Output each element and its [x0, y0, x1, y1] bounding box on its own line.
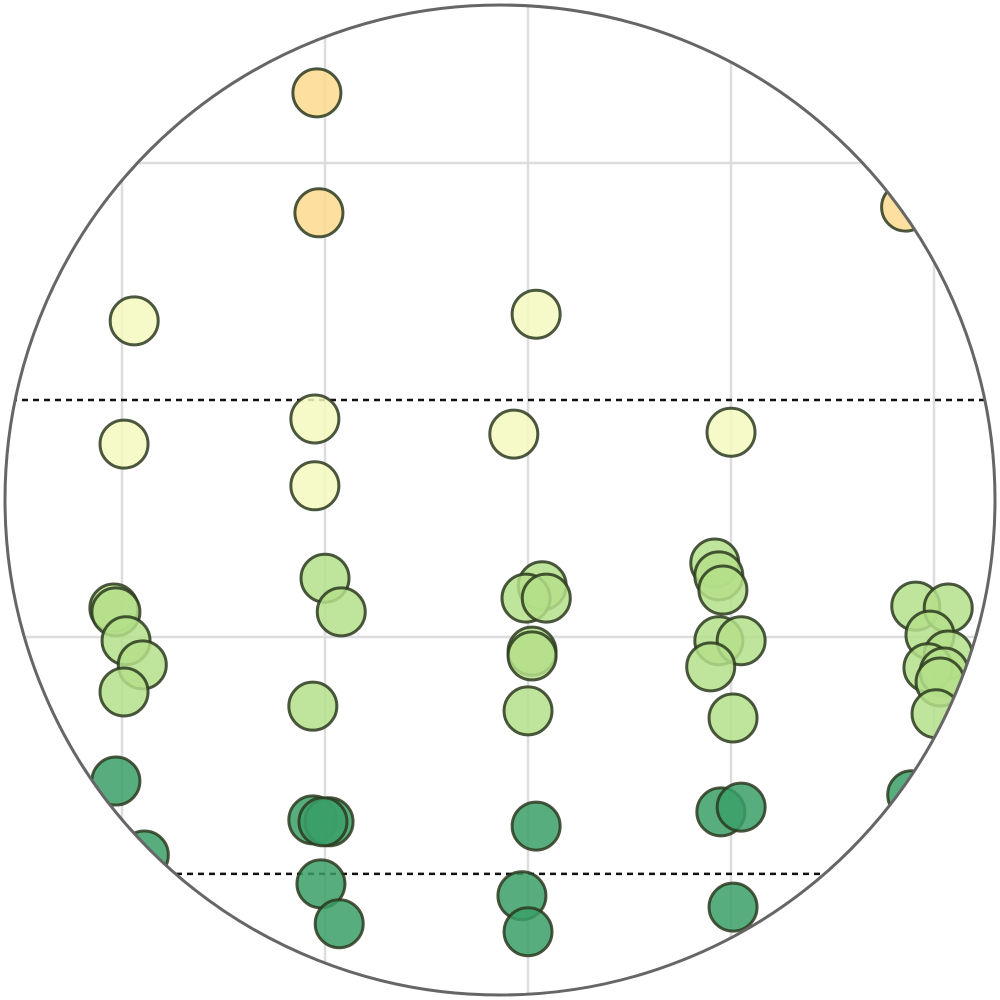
point [287, 680, 339, 732]
point [707, 692, 759, 744]
point [98, 418, 150, 470]
point [488, 408, 540, 460]
point [98, 666, 150, 718]
point [707, 881, 759, 933]
point [510, 800, 562, 852]
point [118, 829, 170, 881]
point [510, 288, 562, 340]
point [886, 769, 938, 821]
point [880, 181, 932, 233]
point [685, 641, 737, 693]
point [289, 393, 341, 445]
lens-border [3, 3, 997, 997]
point [705, 406, 757, 458]
point [90, 755, 142, 807]
point [315, 586, 367, 638]
point [313, 898, 365, 950]
point [291, 67, 343, 119]
point [108, 295, 160, 347]
point [297, 796, 349, 848]
point [502, 685, 554, 737]
point [715, 781, 767, 833]
point [520, 572, 572, 624]
point [697, 564, 749, 616]
point [502, 906, 554, 958]
point [289, 460, 341, 512]
point [293, 187, 345, 239]
point [506, 630, 558, 682]
